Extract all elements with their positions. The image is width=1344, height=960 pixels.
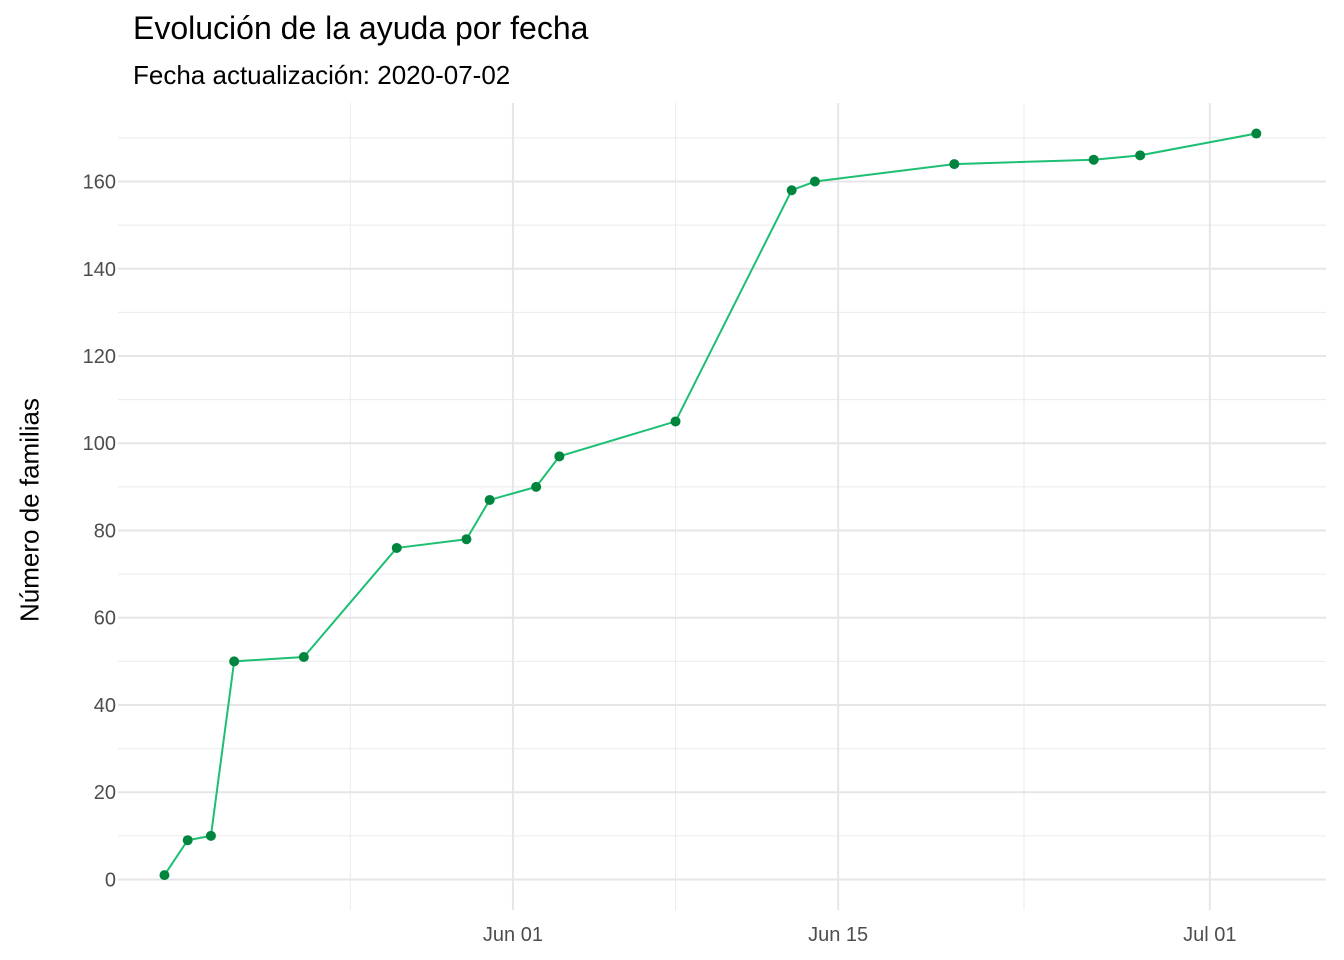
y-tick-label: 20 <box>94 782 116 804</box>
y-tick-label: 120 <box>83 346 116 368</box>
data-point <box>298 651 309 662</box>
y-tick-label: 100 <box>83 433 116 455</box>
data-point <box>205 830 216 841</box>
minor-gridlines <box>118 103 1326 910</box>
data-point <box>531 481 542 492</box>
data-point <box>1088 154 1099 165</box>
data-point <box>670 416 681 427</box>
chart-subtitle: Fecha actualización: 2020-07-02 <box>133 60 511 90</box>
data-point <box>786 185 797 196</box>
y-tick-label: 160 <box>83 172 116 194</box>
y-tick-label: 80 <box>94 520 116 542</box>
y-tick-label: 140 <box>83 259 116 281</box>
major-gridlines <box>118 103 1326 910</box>
points-layer <box>159 128 1262 881</box>
data-point <box>554 451 565 462</box>
data-point <box>949 159 960 170</box>
data-point <box>809 176 820 187</box>
x-tick-label: Jul 01 <box>1183 924 1236 946</box>
x-axis-ticks: Jun 01 Jun 15 Jul 01 <box>483 924 1237 946</box>
x-tick-label: Jun 15 <box>808 924 868 946</box>
series-line <box>163 132 1257 876</box>
y-axis-ticks: 0 20 40 60 80 100 120 140 160 <box>83 172 116 892</box>
data-point <box>484 494 495 505</box>
x-tick-label: Jun 01 <box>483 924 543 946</box>
data-point <box>391 542 402 553</box>
data-point <box>159 870 170 881</box>
data-point <box>461 534 472 545</box>
chart-title: Evolución de la ayuda por fecha <box>133 10 589 46</box>
data-point <box>182 835 193 846</box>
data-point <box>229 656 240 667</box>
y-tick-label: 0 <box>105 869 116 891</box>
data-point <box>1135 150 1146 161</box>
series-layer <box>163 132 1257 876</box>
data-point <box>1251 128 1262 139</box>
y-tick-label: 60 <box>94 608 116 630</box>
y-tick-label: 40 <box>94 695 116 717</box>
